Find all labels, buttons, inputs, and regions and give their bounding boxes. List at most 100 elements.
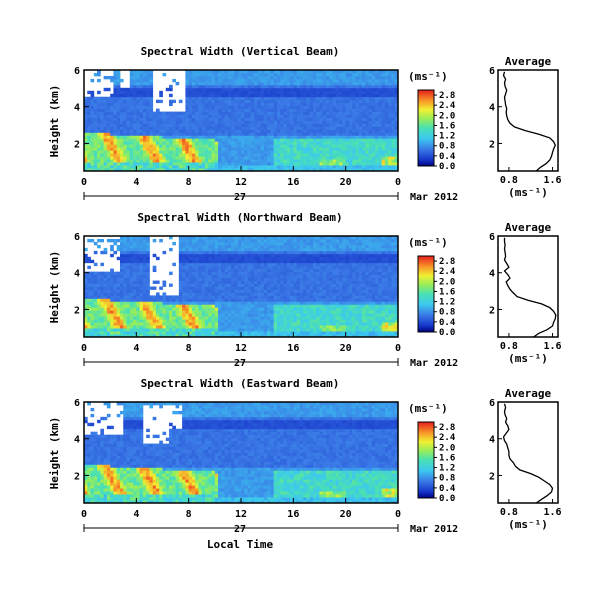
heatmap-cell bbox=[191, 120, 196, 124]
heatmap-cell bbox=[162, 334, 167, 338]
heatmap-cell bbox=[198, 96, 203, 101]
heatmap-cell bbox=[227, 328, 232, 332]
heatmap-cell bbox=[352, 147, 356, 151]
heatmap-cell bbox=[169, 165, 173, 169]
heatmap-cell bbox=[276, 168, 281, 172]
heatmap-cell bbox=[126, 87, 131, 92]
heatmap-cell bbox=[218, 301, 222, 305]
heatmap-cell bbox=[201, 90, 206, 95]
heatmap-cell bbox=[345, 75, 350, 80]
heatmap-cell bbox=[93, 150, 98, 154]
heatmap-cell bbox=[293, 162, 297, 166]
heatmap-cell bbox=[201, 331, 206, 335]
heatmap-cell bbox=[139, 262, 144, 267]
heatmap-cell bbox=[322, 96, 327, 101]
heatmap-cell bbox=[234, 84, 239, 89]
heatmap-cell bbox=[280, 238, 284, 243]
heatmap-cell bbox=[319, 114, 324, 118]
heatmap-cell bbox=[267, 90, 271, 95]
heatmap-cell bbox=[129, 325, 134, 329]
heatmap-cell bbox=[247, 162, 252, 166]
heatmap-cell bbox=[198, 120, 203, 124]
heatmap-cell bbox=[388, 141, 392, 145]
heatmap-cell bbox=[257, 236, 262, 240]
heatmap-cell bbox=[260, 241, 265, 246]
heatmap-cell bbox=[306, 147, 311, 151]
heatmap-cell bbox=[169, 316, 173, 320]
heatmap-cell bbox=[218, 105, 222, 110]
heatmap-cell bbox=[231, 244, 235, 249]
heatmap-cell bbox=[227, 153, 232, 157]
heatmap-cell bbox=[227, 114, 232, 118]
heatmap-cell bbox=[205, 268, 209, 273]
heatmap-cell bbox=[326, 153, 330, 157]
heatmap-cell bbox=[198, 271, 203, 276]
heatmap-cell bbox=[283, 120, 288, 124]
heatmap-cell bbox=[123, 96, 127, 101]
heatmap-cell bbox=[267, 328, 271, 332]
heatmap-cell bbox=[254, 150, 258, 154]
heatmap-cell bbox=[234, 274, 239, 278]
heatmap-cell bbox=[198, 153, 203, 157]
heatmap-cell bbox=[113, 102, 118, 107]
heatmap-cell bbox=[384, 84, 389, 89]
heatmap-cell bbox=[146, 108, 150, 112]
heatmap-cell bbox=[355, 168, 360, 172]
heatmap-cell bbox=[384, 102, 389, 107]
heatmap-cell bbox=[208, 138, 212, 142]
heatmap-cell bbox=[178, 286, 183, 290]
heatmap-cell bbox=[375, 135, 379, 139]
heatmap-cell bbox=[149, 295, 154, 299]
heatmap-cell bbox=[195, 117, 199, 121]
heatmap-cell bbox=[146, 102, 150, 107]
heatmap-cell bbox=[286, 153, 291, 157]
heatmap-cell bbox=[283, 78, 288, 83]
heatmap-cell bbox=[290, 156, 294, 160]
heatmap-cell bbox=[270, 292, 275, 296]
heatmap-cell bbox=[257, 259, 262, 264]
heatmap-cell bbox=[126, 283, 131, 287]
heatmap-cell bbox=[201, 328, 206, 332]
heatmap-cell bbox=[159, 316, 163, 320]
heatmap-cell bbox=[286, 108, 291, 112]
heatmap-cell bbox=[362, 138, 366, 142]
heatmap-cell bbox=[260, 102, 265, 107]
heatmap-cell bbox=[227, 271, 232, 276]
heatmap-cell bbox=[263, 120, 268, 124]
heatmap-cell bbox=[312, 126, 317, 130]
heatmap-cell bbox=[126, 90, 131, 95]
heatmap-cell bbox=[90, 129, 95, 133]
heatmap-cell bbox=[100, 135, 105, 139]
heatmap-cell bbox=[303, 150, 307, 154]
heatmap-cell bbox=[267, 150, 271, 154]
heatmap-cell bbox=[90, 156, 95, 160]
heatmap-cell bbox=[113, 162, 118, 166]
heatmap-cell bbox=[342, 93, 347, 98]
heatmap-cell bbox=[365, 138, 369, 142]
heatmap-cell bbox=[394, 129, 399, 133]
heatmap-cell bbox=[165, 331, 170, 335]
heatmap-cell bbox=[283, 126, 288, 130]
heatmap-cell bbox=[267, 256, 271, 261]
heatmap-cell bbox=[267, 313, 271, 317]
heatmap-cell bbox=[133, 244, 137, 249]
heatmap-cell bbox=[339, 138, 343, 142]
heatmap-cell bbox=[172, 132, 176, 136]
heatmap-cell bbox=[388, 84, 392, 89]
heatmap-cell bbox=[211, 316, 216, 320]
heatmap-cell bbox=[224, 265, 229, 270]
heatmap-cell bbox=[257, 322, 262, 326]
heatmap-cell bbox=[244, 159, 248, 163]
heatmap-cell bbox=[182, 265, 186, 270]
heatmap-cell bbox=[241, 325, 245, 329]
heatmap-cell bbox=[257, 301, 262, 305]
heatmap-cell bbox=[110, 150, 114, 154]
heatmap-cell bbox=[280, 313, 284, 317]
heatmap-cell bbox=[119, 132, 124, 136]
heatmap-cell bbox=[139, 123, 144, 127]
heatmap-cell bbox=[388, 144, 392, 148]
heatmap-cell bbox=[365, 144, 369, 148]
heatmap-cell bbox=[126, 156, 131, 160]
heatmap-cell bbox=[231, 168, 235, 172]
heatmap-cell bbox=[237, 120, 242, 124]
